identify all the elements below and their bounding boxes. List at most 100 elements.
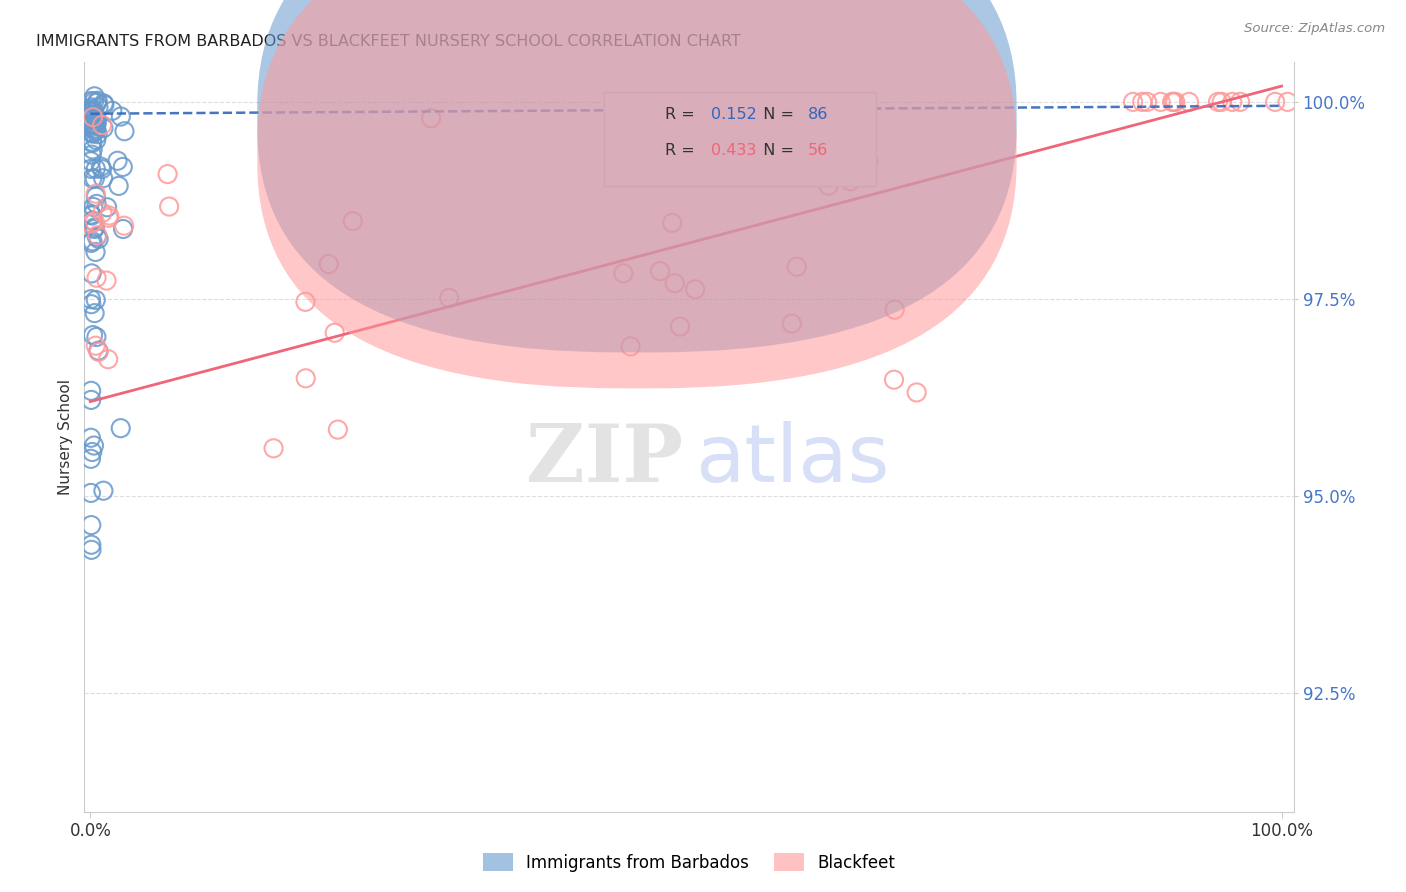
Point: [80, 118, 103, 132]
Point: [83, 306, 105, 320]
Point: [84, 293, 107, 307]
Point: [786, 260, 808, 274]
Point: [80, 217, 103, 231]
FancyBboxPatch shape: [257, 0, 1017, 388]
Point: [80, 542, 103, 557]
Point: [1150, 95, 1173, 109]
Point: [83, 222, 105, 236]
Point: [86, 270, 108, 285]
Point: [80, 431, 103, 445]
Text: 56: 56: [807, 144, 828, 159]
Point: [86, 122, 108, 136]
Point: [80, 292, 103, 306]
Text: R =: R =: [665, 144, 700, 159]
Point: [80, 117, 103, 131]
FancyBboxPatch shape: [605, 93, 876, 186]
Y-axis label: Nursery School: Nursery School: [58, 379, 73, 495]
Point: [1220, 95, 1243, 109]
Point: [86, 197, 108, 211]
Point: [82, 127, 104, 141]
Point: [1164, 95, 1187, 109]
Point: [82, 213, 104, 227]
Point: [294, 371, 316, 385]
Point: [86, 330, 108, 344]
Point: [82, 104, 104, 119]
Point: [91, 206, 114, 220]
FancyBboxPatch shape: [257, 0, 1017, 352]
Point: [661, 216, 683, 230]
Point: [86, 113, 108, 128]
Point: [110, 110, 132, 124]
Point: [817, 178, 839, 193]
Point: [80, 384, 103, 398]
Point: [83, 438, 105, 452]
Text: N =: N =: [754, 107, 799, 122]
Point: [612, 266, 634, 280]
Point: [84, 186, 107, 201]
Point: [80, 103, 103, 117]
Text: ZIP: ZIP: [526, 420, 683, 499]
Point: [87, 343, 110, 358]
Point: [84, 339, 107, 353]
Point: [86, 116, 108, 130]
Point: [83, 220, 105, 235]
Point: [80, 154, 103, 169]
Point: [91, 118, 114, 132]
Point: [97, 211, 120, 225]
Point: [84, 117, 107, 131]
Point: [82, 135, 104, 149]
Point: [905, 385, 928, 400]
Point: [96, 274, 118, 288]
Point: [619, 339, 641, 353]
Point: [156, 167, 179, 181]
Point: [86, 95, 108, 110]
Point: [84, 124, 107, 138]
Point: [97, 352, 120, 367]
Point: [80, 100, 103, 114]
Point: [80, 208, 103, 222]
Point: [93, 483, 115, 498]
Point: [1122, 95, 1144, 109]
Point: [858, 154, 880, 169]
Point: [1264, 95, 1286, 109]
Point: [1136, 95, 1159, 109]
Point: [648, 264, 671, 278]
Point: [107, 153, 129, 168]
Point: [84, 244, 107, 259]
Point: [263, 442, 285, 456]
Point: [1206, 95, 1229, 109]
Legend: Immigrants from Barbados, Blackfeet: Immigrants from Barbados, Blackfeet: [477, 847, 901, 879]
Point: [86, 229, 108, 244]
Point: [794, 136, 817, 151]
Point: [87, 100, 110, 114]
Point: [1211, 95, 1233, 109]
Point: [83, 171, 105, 186]
Point: [112, 222, 135, 236]
Point: [96, 200, 118, 214]
Point: [82, 110, 104, 124]
Point: [80, 518, 103, 533]
Point: [82, 200, 104, 214]
Point: [82, 328, 104, 343]
Point: [683, 282, 706, 296]
Point: [80, 120, 103, 134]
Point: [883, 302, 905, 317]
Point: [86, 94, 108, 108]
Point: [1277, 95, 1299, 109]
Point: [80, 209, 103, 223]
Point: [1178, 95, 1201, 109]
Text: 0.433: 0.433: [710, 144, 756, 159]
Point: [91, 162, 114, 177]
Point: [80, 147, 103, 161]
Point: [83, 89, 105, 103]
Point: [114, 124, 136, 138]
Point: [80, 108, 103, 122]
Point: [84, 190, 107, 204]
Point: [839, 174, 862, 188]
Text: 86: 86: [807, 107, 828, 122]
Point: [90, 160, 112, 174]
Point: [82, 142, 104, 156]
Point: [112, 219, 135, 233]
Point: [107, 178, 129, 193]
Text: Source: ZipAtlas.com: Source: ZipAtlas.com: [1244, 22, 1385, 36]
